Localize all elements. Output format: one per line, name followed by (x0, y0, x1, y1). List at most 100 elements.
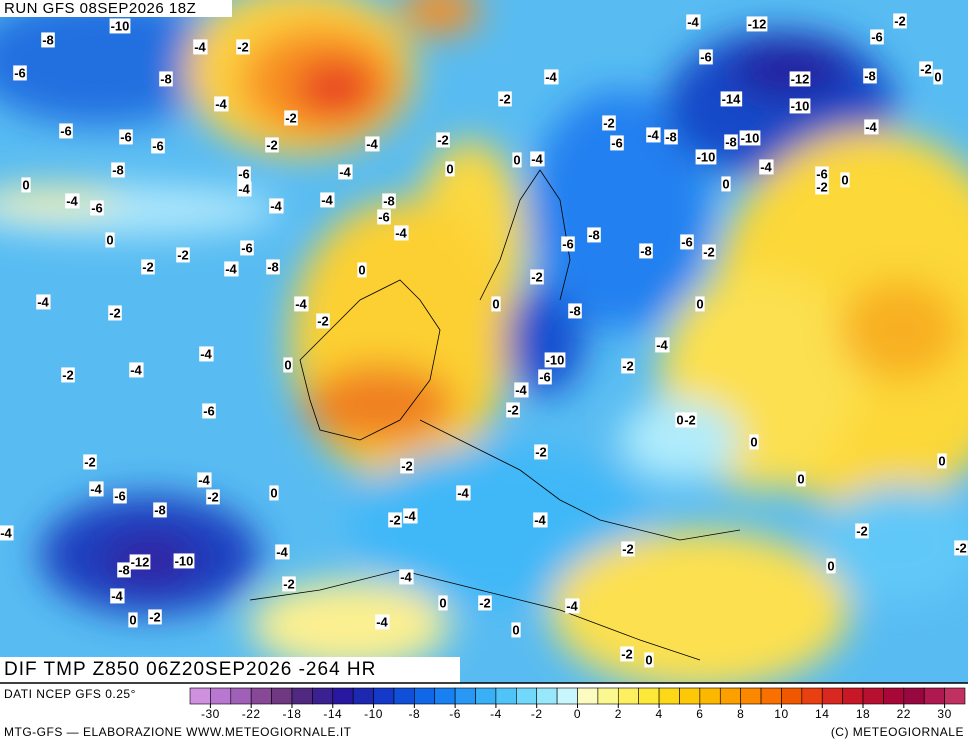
contour-label: -2 (265, 137, 279, 153)
label-box (265, 137, 279, 153)
label-box (621, 541, 635, 557)
colorbar-swatch (454, 687, 476, 705)
source-label: DATI NCEP GFS 0.25° (4, 687, 136, 701)
contour-label: -6 (377, 209, 391, 225)
contour-label: -4 (759, 159, 774, 175)
contour-value: -4 (130, 362, 142, 377)
contour-value: 0 (750, 434, 757, 449)
contour-value: -4 (198, 472, 210, 487)
contour-value: -4 (457, 485, 469, 500)
colorbar-swatch (719, 687, 741, 705)
colorbar-swatch (617, 687, 639, 705)
label-box (236, 39, 250, 55)
contour-label: 0 (21, 177, 31, 193)
label-box (530, 151, 545, 167)
colorbar-swatch (638, 687, 660, 705)
colorbar-tick-label: 4 (655, 707, 662, 721)
label-box (269, 485, 279, 501)
colorbar-swatch (352, 687, 374, 705)
label-box (796, 471, 806, 487)
contour-value: -2 (622, 358, 634, 373)
contour-value: -2 (499, 91, 511, 106)
contour-value: 0 (934, 69, 941, 84)
label-box (375, 614, 390, 630)
contour-label: -4 (338, 164, 353, 180)
contour-value: -4 (656, 337, 668, 352)
label-box (720, 91, 743, 107)
label-box (105, 232, 115, 248)
contour-value: 0 (696, 296, 703, 311)
label-box (680, 234, 694, 250)
contour-value: 0 (676, 412, 683, 427)
contour-label: -2 (919, 61, 933, 77)
label-box (159, 71, 173, 87)
contour-value: -6 (60, 123, 72, 138)
contour-value: 0 (439, 595, 446, 610)
label-box (59, 123, 73, 139)
contour-label: -2 (148, 609, 162, 625)
contour-value: -4 (270, 198, 282, 213)
label-box (621, 358, 635, 374)
contour-value: -2 (389, 512, 401, 527)
contour-labels: -10-8 -4 -2-6 -8-4-2-6 -6-6 -2 -4 -2-8 -6-4-40-4… (0, 13, 968, 668)
label-box (478, 595, 492, 611)
label-box (445, 161, 455, 177)
contour-label: 0 (937, 453, 947, 469)
label-box (119, 129, 133, 145)
contour-value: -6 (562, 236, 574, 251)
label-box (338, 164, 353, 180)
contour-value: 0 (722, 176, 729, 191)
colorbar-swatch (862, 687, 884, 705)
contour-label: -4 (565, 598, 580, 614)
label-box (919, 61, 933, 77)
contour-value: -4 (66, 193, 78, 208)
colorbar-tick-label: 30 (937, 707, 951, 721)
label-box (400, 458, 414, 474)
contour-value: -4 (90, 481, 102, 496)
colorbar-swatch (556, 687, 578, 705)
contour-value: -10 (697, 149, 716, 164)
contour-value: -2 (207, 489, 219, 504)
label-box (128, 612, 138, 628)
colorbar-tick-label: -6 (449, 707, 461, 721)
contour-value: -2 (149, 609, 161, 624)
contour-label: 0 (511, 622, 521, 638)
label-box (173, 553, 195, 569)
contour-label: -2 (498, 91, 512, 107)
label-box (610, 135, 624, 151)
contour-value: -2 (920, 61, 932, 76)
colorbar-swatch (801, 687, 823, 705)
label-box (893, 13, 907, 29)
contour-label: -2 (436, 132, 450, 148)
contour-label: -6 (699, 49, 713, 65)
colorbar-swatch (740, 687, 762, 705)
colorbar-swatch (434, 687, 456, 705)
contour-label: -8 (568, 303, 582, 319)
contour-value: -4 (376, 614, 388, 629)
contour-label: -6 (538, 369, 552, 385)
contour-value: -2 (317, 313, 329, 328)
label-box (61, 367, 75, 383)
colorbar-swatch (516, 687, 538, 705)
contour-label: -2 (702, 244, 716, 260)
contour-value: -2 (437, 132, 449, 147)
contour-label: -4 (36, 294, 51, 310)
contour-label: -6 (151, 138, 165, 154)
contour-label: -8 (153, 502, 167, 518)
contour-label: -10 (695, 149, 717, 165)
label-box (275, 544, 290, 560)
label-box (36, 294, 51, 310)
contour-label: -4 (110, 588, 125, 604)
contour-label: -2 (282, 576, 296, 592)
colorbar-swatch (495, 687, 517, 705)
contour-label: 0 (675, 412, 685, 428)
label-box (721, 176, 731, 192)
colorbar-swatch (332, 687, 354, 705)
contour-label: -4 (530, 151, 545, 167)
contour-label: -6 (90, 200, 104, 216)
contour-value: 0 (270, 485, 277, 500)
colorbar-swatch (944, 687, 966, 705)
label-box (237, 166, 251, 182)
colorbar-swatch (291, 687, 313, 705)
label-box (89, 481, 104, 497)
